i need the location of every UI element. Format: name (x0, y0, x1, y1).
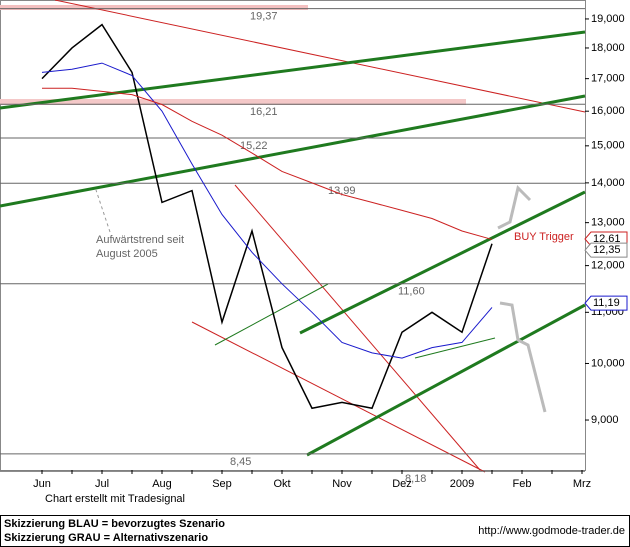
y-tick-label: 13,000 (591, 217, 625, 229)
y-tick-label: 12,000 (591, 260, 625, 272)
y-tick-label: 15,000 (591, 140, 625, 152)
x-tick-label: Sep (212, 478, 232, 490)
level-label: 19,37 (250, 10, 278, 22)
scenario-arrow (499, 301, 547, 413)
trend-line (191, 321, 486, 473)
level-label: 11,60 (398, 286, 425, 298)
price-flag (584, 295, 628, 311)
trend-line (54, 0, 586, 113)
price-flag-label: 12,35 (593, 244, 621, 256)
channel-line (306, 303, 586, 457)
x-tick-label: 2009 (450, 478, 474, 490)
price-line (42, 87, 493, 240)
trend-line (0, 94, 586, 208)
trend-line (0, 30, 586, 110)
chart: BUY Trigger Aufwärtstrend seit August 20… (0, 0, 628, 505)
level-label: 16,21 (250, 106, 278, 118)
annotation: BUY Trigger (514, 231, 574, 243)
level-label: 8,45 (230, 456, 251, 468)
y-tick-label: 16,000 (591, 105, 625, 117)
footer: Skizzierung BLAU = bevorzugtes Szenario … (0, 515, 630, 547)
x-tick-label: Aug (152, 478, 172, 490)
scenario-arrow (497, 185, 532, 230)
x-tick-label: Feb (513, 478, 532, 490)
footer-line: Skizzierung BLAU = bevorzugtes Szenario (4, 518, 225, 530)
channel-line (414, 337, 496, 359)
x-tick-label: Dez (392, 478, 412, 490)
level-label: 15,22 (240, 140, 268, 152)
footer-url: http://www.godmode-trader.de (478, 525, 625, 537)
credit: Chart erstellt mit Tradesignal (45, 493, 185, 505)
price-flag-label: 11,19 (593, 297, 620, 309)
y-tick-label: 9,000 (591, 414, 619, 426)
annotation: August 2005 (96, 248, 158, 260)
resistance-zone (0, 99, 466, 105)
price-line (41, 62, 493, 359)
x-tick-label: Nov (332, 478, 352, 490)
x-tick-label: Okt (273, 478, 290, 490)
y-tick-label: 10,000 (591, 357, 625, 369)
annotation: Aufwärtstrend seit (96, 234, 184, 246)
y-tick-label: 17,000 (591, 73, 625, 85)
level-label: 8,18 (405, 473, 426, 485)
x-tick-label: Jul (95, 478, 109, 490)
price-flag-label: 12,61 (593, 233, 621, 245)
y-tick-label: 19,000 (591, 13, 625, 25)
trend-line (234, 184, 481, 471)
x-tick-label: Jun (33, 478, 51, 490)
resistance-zone (0, 5, 308, 10)
price-flag (584, 242, 628, 258)
channel-line (299, 190, 586, 335)
plot-frame (0, 0, 586, 471)
pointer (95, 189, 111, 233)
x-tick-label: Mrz (573, 478, 591, 490)
footer-line: Skizzierung GRAU = Alternativszenario (4, 532, 209, 544)
level-label: 13,99 (328, 185, 356, 197)
channel-line (214, 283, 329, 346)
y-tick-label: 14,000 (591, 177, 625, 189)
y-tick-label: 18,000 (591, 42, 625, 54)
price-line (41, 23, 493, 410)
